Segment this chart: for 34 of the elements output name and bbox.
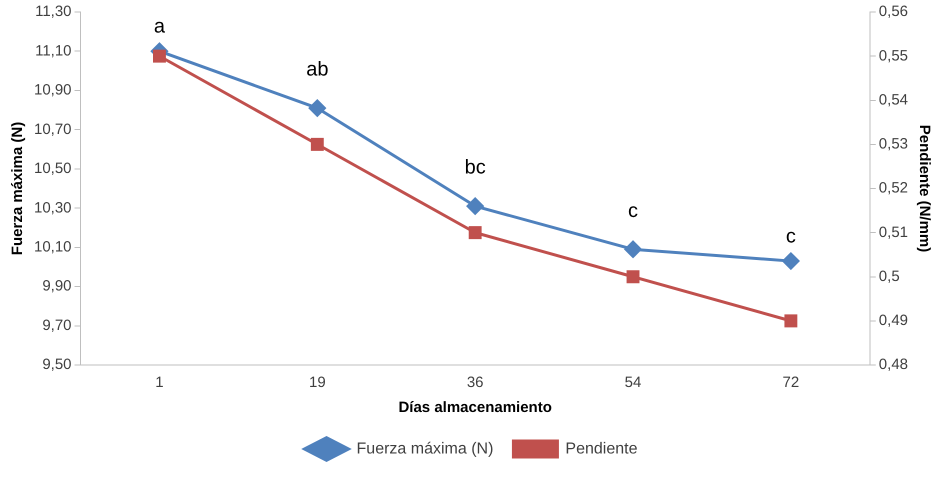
legend-label: Pendiente <box>565 440 638 458</box>
x-axis-title: Días almacenamiento <box>398 399 552 416</box>
annotation: ab <box>306 58 328 81</box>
y-tick-label: 10,10 <box>34 238 72 256</box>
y-tick-label: 9,50 <box>42 356 72 374</box>
y2-tick-label: 0,49 <box>878 312 908 330</box>
x-tick-label: 72 <box>782 374 800 392</box>
y2-tick-label: 0,53 <box>878 136 908 153</box>
y2-tick-label: 0,48 <box>878 356 908 374</box>
y-tick-label: 10,90 <box>34 82 72 99</box>
y2-axis-title: Pendiente (N/mm) <box>916 124 933 252</box>
y2-tick-label: 0,5 <box>878 268 900 285</box>
y-tick-label: 10,30 <box>34 199 72 216</box>
y2-tick-label: 0,52 <box>878 180 908 197</box>
y2-tick-label: 0,51 <box>878 224 908 241</box>
y2-tick-label: 0,55 <box>878 47 908 64</box>
legend-label: Fuerza máxima (N) <box>356 440 494 458</box>
y2-tick-label: 0,54 <box>878 91 908 108</box>
y-tick-label: 10,50 <box>34 160 72 178</box>
x-tick-label: 1 <box>155 374 164 392</box>
x-tick-label: 19 <box>308 374 326 392</box>
annotation: c <box>786 226 796 248</box>
x-tick-label: 54 <box>624 374 642 392</box>
annotation: a <box>154 16 166 38</box>
y-axis-title: Fuerza máxima (N) <box>9 122 26 256</box>
y-tick-label: 9,90 <box>42 278 72 295</box>
y-tick-label: 11,10 <box>35 42 72 60</box>
y2-tick-label: 0,56 <box>878 3 908 20</box>
x-tick-label: 36 <box>466 374 484 392</box>
y-tick-label: 9,70 <box>42 316 72 334</box>
annotation: c <box>628 200 638 222</box>
y-tick-label: 11,30 <box>35 3 72 20</box>
annotation: bc <box>464 156 486 179</box>
y-tick-label: 10,70 <box>34 120 72 138</box>
